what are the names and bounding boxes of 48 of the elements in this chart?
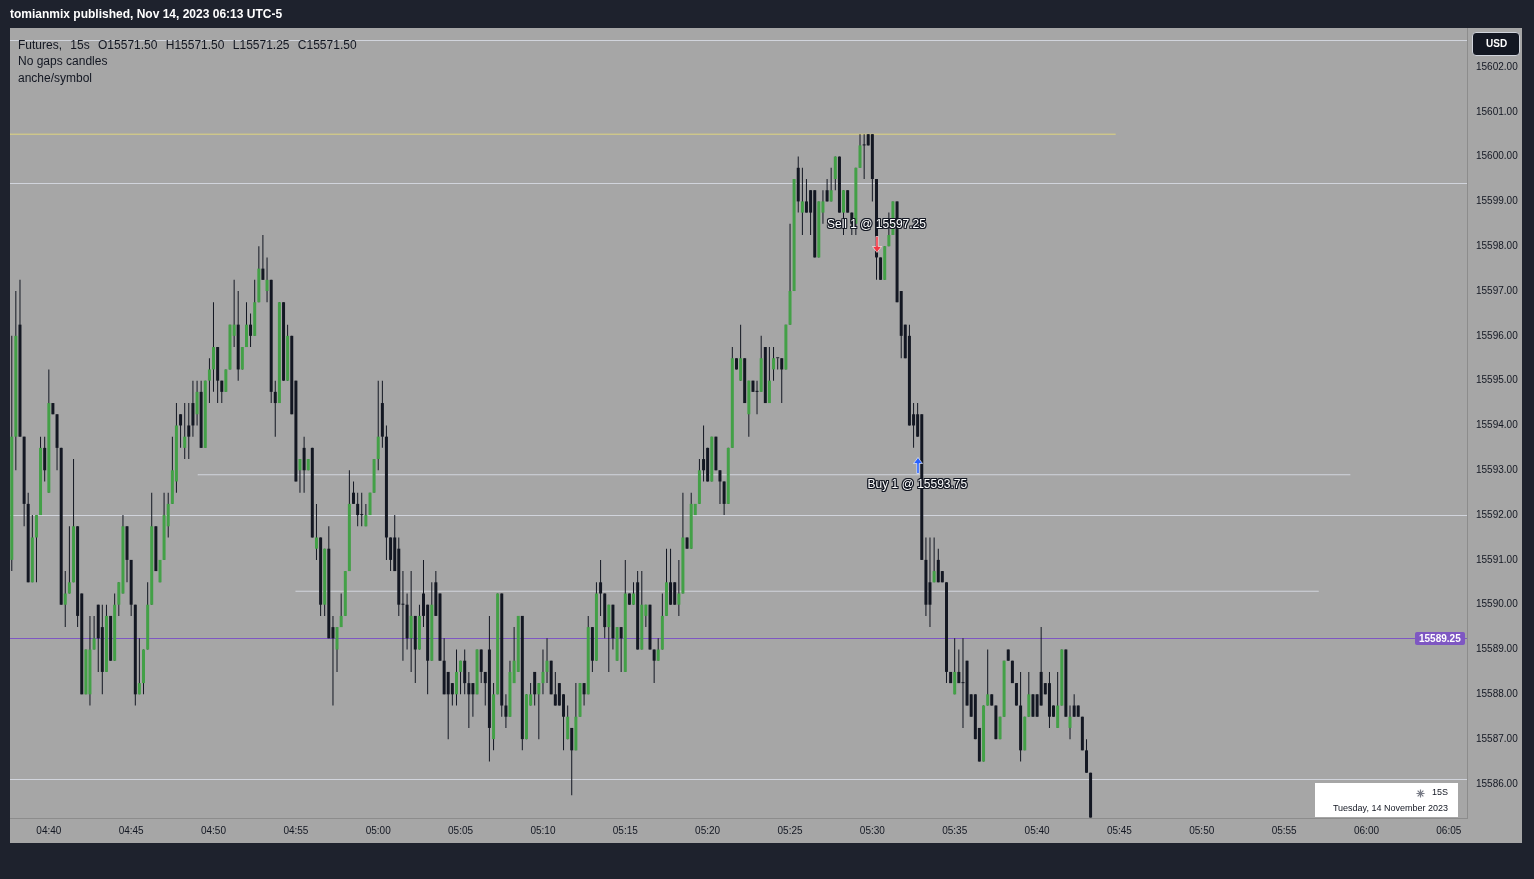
- y-tick-label: 15596.00: [1476, 329, 1519, 341]
- ref-line-label: 15589.25: [1415, 631, 1465, 645]
- y-tick-label: 15591.00: [1476, 553, 1519, 565]
- y-tick-label: 15597.00: [1476, 284, 1519, 296]
- y-tick-label: 15587.00: [1476, 732, 1519, 744]
- text: USD: [1486, 38, 1508, 49]
- x-tick-label: 04:40: [36, 824, 62, 836]
- y-tick-label: 15599.00: [1476, 195, 1519, 207]
- y-tick-label: 15600.00: [1476, 150, 1519, 162]
- x-tick-label: 06:05: [1436, 824, 1462, 836]
- y-tick-label: 15588.00: [1476, 688, 1519, 700]
- x-tick-label: 05:20: [695, 824, 721, 836]
- annotation: 15S: [1431, 787, 1448, 797]
- annotation: No gaps candles: [18, 54, 108, 68]
- x-tick-label: 05:50: [1189, 824, 1215, 836]
- candlestick: [755, 380, 759, 415]
- candlestick: [862, 134, 866, 180]
- y-tick-label: 15589.00: [1476, 643, 1519, 655]
- candlestick: [776, 357, 780, 370]
- y-tick-label: 15590.00: [1476, 598, 1519, 610]
- x-tick-label: 05:30: [859, 824, 886, 836]
- x-tick-label: 06:00: [1353, 824, 1380, 836]
- y-tick-label: 15594.00: [1476, 419, 1519, 431]
- annotation: Tuesday, 14 November 2023: [1332, 803, 1448, 813]
- text: Futures, 15s O15571.50 H15571.50 L15571.25 C15571.50: [18, 38, 357, 52]
- x-tick-label: 05:00: [365, 824, 392, 836]
- x-tick-label: 05:40: [1024, 824, 1051, 836]
- x-tick-label: 04:45: [118, 824, 145, 836]
- y-tick-label: 15593.00: [1476, 464, 1519, 476]
- x-tick-label: 05:05: [448, 824, 474, 836]
- x-tick-label: 05:25: [777, 824, 803, 836]
- x-tick-label: 05:55: [1271, 824, 1298, 836]
- x-tick-label: 05:45: [1106, 824, 1133, 836]
- y-tick-label: 15595.00: [1476, 374, 1519, 386]
- y-tick-label: 15592.00: [1476, 508, 1519, 520]
- x-tick-label: 05:10: [530, 824, 556, 836]
- y-tick-label: 15598.00: [1476, 239, 1519, 251]
- y-tick-label: 15601.00: [1476, 105, 1519, 117]
- x-tick-label: 04:55: [283, 824, 309, 836]
- x-tick-label: 05:35: [942, 824, 968, 836]
- y-tick-label: 15602.00: [1476, 60, 1519, 72]
- candlestick: [360, 492, 364, 527]
- annotation: anche/symbol: [18, 71, 93, 85]
- y-tick-label: 15586.00: [1476, 777, 1519, 789]
- x-tick-label: 05:15: [612, 824, 639, 836]
- candlestick: [961, 638, 965, 728]
- x-tick-label: 04:50: [200, 824, 227, 836]
- text: tomianmix published, Nov 14, 2023 06:13 UTC-5: [10, 7, 283, 21]
